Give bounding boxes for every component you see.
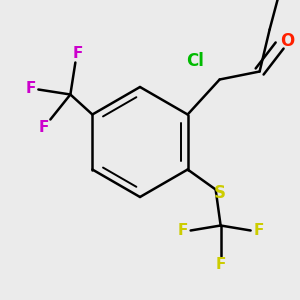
Text: F: F [72, 46, 82, 61]
Text: O: O [280, 32, 295, 50]
Text: F: F [38, 120, 49, 135]
Text: F: F [25, 81, 36, 96]
Text: F: F [215, 257, 226, 272]
Text: S: S [214, 184, 226, 202]
Text: Cl: Cl [186, 52, 204, 70]
Text: F: F [254, 223, 264, 238]
Text: F: F [177, 223, 188, 238]
